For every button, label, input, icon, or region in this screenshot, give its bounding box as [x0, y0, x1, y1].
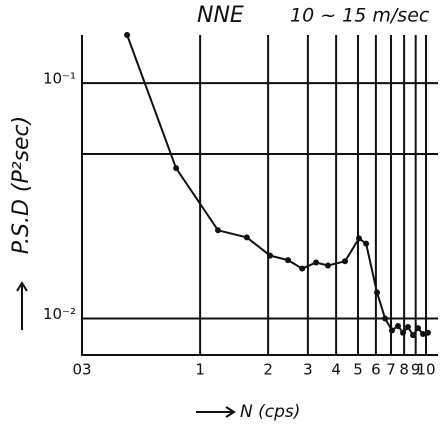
- data-point: [415, 325, 422, 332]
- y-label-arrow-head: [16, 281, 28, 292]
- x-tick-label: 5: [353, 361, 363, 379]
- data-point: [342, 258, 349, 265]
- chart-title: NNE: [197, 3, 244, 28]
- x-tick-label: 6: [371, 361, 381, 379]
- data-point: [395, 322, 402, 329]
- data-point: [424, 329, 431, 336]
- y-tick-label: 10⁻¹: [43, 70, 76, 88]
- y-axis-label: P.S.D (P²sec): [9, 116, 34, 254]
- data-point: [173, 165, 180, 172]
- plot-frame: [81, 35, 438, 356]
- x-tick-label: 3: [303, 361, 313, 379]
- data-point: [410, 332, 417, 339]
- x-tick-label: 7: [386, 361, 396, 379]
- data-point: [313, 259, 320, 266]
- data-point: [215, 227, 222, 234]
- data-point: [363, 240, 370, 247]
- x-tick-label: 8: [399, 361, 409, 379]
- x-tick-label: 9: [411, 361, 421, 379]
- x-tick-label: 1: [195, 361, 205, 379]
- data-point: [404, 324, 411, 331]
- data-point: [299, 265, 306, 272]
- data-point: [388, 327, 395, 334]
- data-point: [382, 315, 389, 322]
- chart-subtitle: 10 ~ 15 m/sec: [290, 5, 430, 27]
- data-point: [267, 252, 274, 259]
- data-point: [374, 289, 381, 296]
- data-point: [124, 32, 131, 38]
- x-tick-label: 10: [416, 361, 435, 379]
- x-axis-label: N (cps): [240, 402, 300, 422]
- data-point: [355, 235, 362, 242]
- x-label-arrow-head: [225, 406, 236, 418]
- data-point: [324, 262, 331, 269]
- data-point: [420, 330, 427, 337]
- x-tick-label: 4: [331, 361, 341, 379]
- data-line: [126, 34, 429, 337]
- data-point: [400, 329, 407, 336]
- x-tick-label: 2: [263, 361, 273, 379]
- y-tick-label: 10⁻²: [43, 305, 76, 323]
- data-point: [285, 257, 292, 264]
- x-tick-label: 03: [72, 361, 91, 379]
- data-point: [243, 234, 250, 241]
